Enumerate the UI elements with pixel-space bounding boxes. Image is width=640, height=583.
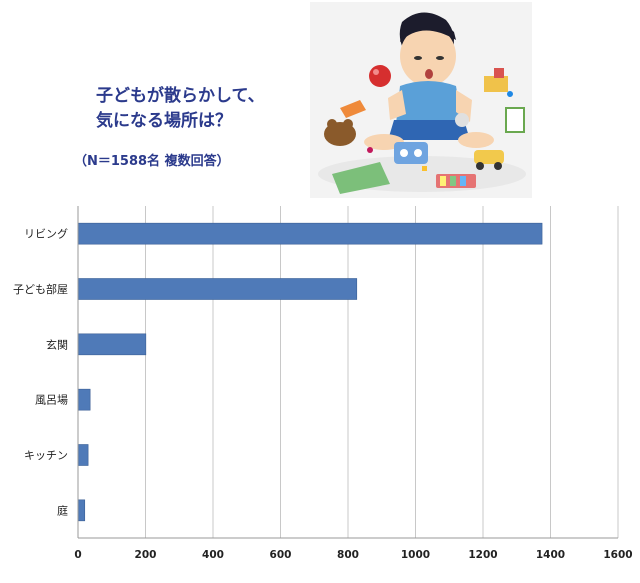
bar-series [77,222,543,522]
x-tick-label: 1400 [536,549,565,561]
chart-title: 子どもが散らかして、 気になる場所は？ [96,84,265,134]
category-label: 庭 [57,503,68,517]
bar [77,278,358,300]
x-tick-label: 600 [270,549,292,561]
x-tick-label: 400 [202,549,224,561]
category-label: キッチン [24,449,68,462]
category-label: 子ども部屋 [13,282,68,296]
bar [77,333,147,356]
x-tick-label: 1200 [468,549,497,561]
category-label: 玄関 [46,337,68,351]
x-tick-label: 1000 [401,549,430,561]
title-line-2: 気になる場所は？ [96,111,232,131]
messy-toys-illustration [310,2,532,198]
category-label: リビング [24,227,68,241]
bar [77,388,91,411]
x-tick-label: 1600 [603,549,632,561]
title-line-1: 子どもが散らかして、 [96,86,265,106]
vertical-gridlines [145,206,619,538]
bar [77,499,86,522]
category-label: 風呂場 [35,394,68,407]
x-axis-tick-labels: 0 200 400 600 800 1000 1200 1400 1600 [74,549,632,561]
x-tick-label: 0 [74,549,81,561]
x-tick-label: 800 [337,549,359,561]
bar [77,222,543,245]
x-tick-label: 200 [135,549,157,561]
bar [77,444,89,466]
chart-subtitle: （N＝1588名 複数回答） [74,154,230,169]
